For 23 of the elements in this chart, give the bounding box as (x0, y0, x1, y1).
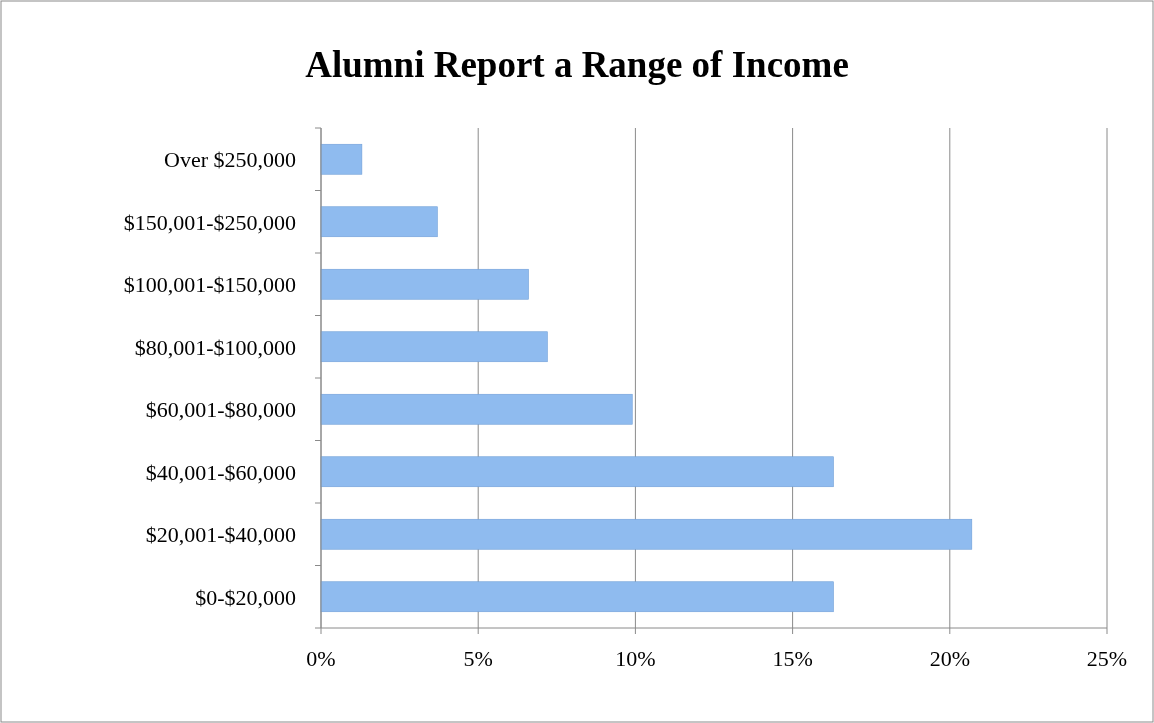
chart-title: Alumni Report a Range of Income (305, 44, 849, 85)
y-tick-label: $100,001-$150,000 (123, 272, 296, 298)
y-tick-label: Over $250,000 (164, 147, 296, 173)
x-tick-label: 25% (1086, 646, 1128, 671)
x-tick-label: 5% (463, 646, 493, 671)
x-tick-label: 15% (772, 646, 813, 671)
x-tick-label: 10% (615, 646, 656, 671)
bar (320, 518, 973, 550)
bar (320, 143, 363, 175)
y-tick-label: $150,001-$250,000 (123, 209, 296, 235)
y-tick-label: $80,001-$100,000 (134, 334, 296, 360)
bar (320, 331, 548, 363)
bar (320, 581, 834, 613)
bar (320, 393, 633, 425)
y-tick-label: $40,001-$60,000 (145, 459, 296, 485)
y-tick-label: $20,001-$40,000 (145, 522, 296, 548)
y-tick-label: $0-$20,000 (195, 584, 296, 610)
x-tick-label: 0% (306, 646, 336, 671)
y-tick-label: $60,001-$80,000 (145, 397, 296, 423)
x-tick-label: 20% (929, 646, 970, 671)
bar (320, 206, 438, 238)
bar (320, 456, 834, 488)
bar (320, 268, 529, 300)
